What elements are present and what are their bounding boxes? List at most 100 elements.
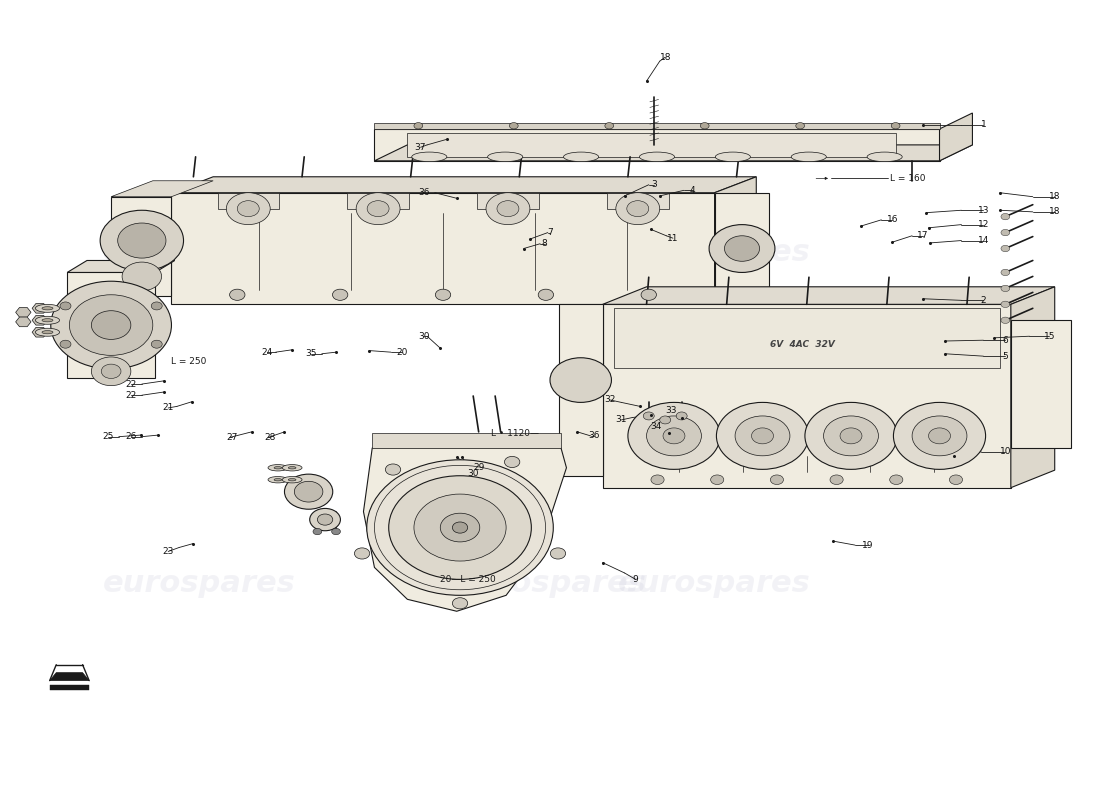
Text: L = 250: L = 250 (172, 358, 207, 366)
Circle shape (1001, 270, 1010, 276)
Text: 18: 18 (1049, 207, 1060, 216)
Circle shape (318, 514, 332, 525)
Text: 30: 30 (418, 332, 430, 341)
Circle shape (367, 201, 389, 217)
Text: 35: 35 (305, 350, 317, 358)
Circle shape (385, 464, 400, 475)
Circle shape (550, 358, 612, 402)
Circle shape (60, 340, 72, 348)
Circle shape (238, 201, 260, 217)
Text: 37: 37 (415, 142, 427, 152)
Polygon shape (1011, 286, 1055, 488)
Polygon shape (50, 685, 89, 690)
Circle shape (509, 122, 518, 129)
Circle shape (332, 528, 340, 534)
Text: 27: 27 (227, 433, 238, 442)
Circle shape (122, 262, 162, 290)
Text: 5: 5 (1002, 352, 1009, 361)
Polygon shape (32, 303, 47, 313)
Text: 21: 21 (163, 403, 174, 413)
Text: 6: 6 (1002, 336, 1009, 345)
Ellipse shape (487, 152, 522, 162)
Circle shape (388, 476, 531, 579)
Circle shape (795, 122, 804, 129)
Circle shape (663, 428, 685, 444)
Text: eurospares: eurospares (453, 569, 647, 598)
Polygon shape (559, 304, 603, 476)
Circle shape (414, 122, 422, 129)
Text: 3: 3 (651, 180, 657, 190)
Polygon shape (715, 177, 757, 304)
Circle shape (310, 509, 340, 530)
Text: 18: 18 (660, 53, 671, 62)
Circle shape (647, 416, 702, 456)
Text: 11: 11 (667, 234, 679, 242)
Circle shape (60, 302, 72, 310)
Polygon shape (67, 261, 175, 273)
Circle shape (91, 357, 131, 386)
Circle shape (151, 302, 162, 310)
Circle shape (660, 416, 671, 424)
Circle shape (100, 210, 184, 271)
Text: L = 160: L = 160 (890, 174, 925, 183)
Circle shape (91, 310, 131, 339)
Polygon shape (407, 133, 895, 157)
Ellipse shape (283, 465, 302, 471)
Ellipse shape (715, 152, 750, 162)
Polygon shape (67, 273, 155, 378)
Polygon shape (1011, 320, 1071, 448)
Circle shape (628, 402, 720, 470)
Polygon shape (363, 448, 566, 611)
Circle shape (701, 122, 710, 129)
Polygon shape (715, 193, 769, 304)
Text: 8: 8 (541, 239, 548, 248)
Text: 19: 19 (862, 541, 873, 550)
Circle shape (805, 402, 898, 470)
Circle shape (414, 494, 506, 561)
Text: 7: 7 (547, 228, 553, 237)
Circle shape (332, 289, 348, 300)
Circle shape (928, 428, 950, 444)
Polygon shape (50, 673, 89, 681)
Circle shape (644, 412, 654, 420)
Text: 13: 13 (978, 206, 989, 214)
Polygon shape (607, 193, 669, 209)
Polygon shape (32, 315, 47, 325)
Text: 31: 31 (616, 415, 627, 425)
Circle shape (912, 416, 967, 456)
Text: 26: 26 (125, 432, 136, 441)
Text: 23: 23 (163, 547, 174, 556)
Polygon shape (111, 197, 172, 296)
Circle shape (840, 428, 862, 444)
Circle shape (227, 193, 271, 225)
Ellipse shape (274, 466, 282, 469)
Ellipse shape (563, 152, 598, 162)
Polygon shape (477, 193, 539, 209)
Text: 20: 20 (396, 348, 408, 357)
Circle shape (452, 522, 468, 533)
Ellipse shape (288, 466, 296, 469)
Circle shape (651, 475, 664, 485)
Ellipse shape (42, 330, 53, 334)
Ellipse shape (42, 318, 53, 322)
Circle shape (356, 193, 400, 225)
Circle shape (830, 475, 844, 485)
Text: 9: 9 (632, 575, 638, 584)
Polygon shape (603, 286, 1055, 304)
Polygon shape (374, 129, 939, 161)
Circle shape (735, 416, 790, 456)
Circle shape (51, 282, 172, 369)
Polygon shape (374, 145, 972, 161)
Polygon shape (372, 434, 561, 448)
Polygon shape (172, 177, 757, 193)
Circle shape (770, 475, 783, 485)
Text: 18: 18 (1049, 192, 1060, 202)
Text: 30: 30 (468, 469, 478, 478)
Circle shape (605, 122, 614, 129)
Ellipse shape (411, 152, 447, 162)
Circle shape (436, 289, 451, 300)
Ellipse shape (35, 316, 59, 324)
Polygon shape (603, 304, 1011, 488)
Text: 22: 22 (125, 390, 136, 400)
Circle shape (452, 598, 468, 609)
